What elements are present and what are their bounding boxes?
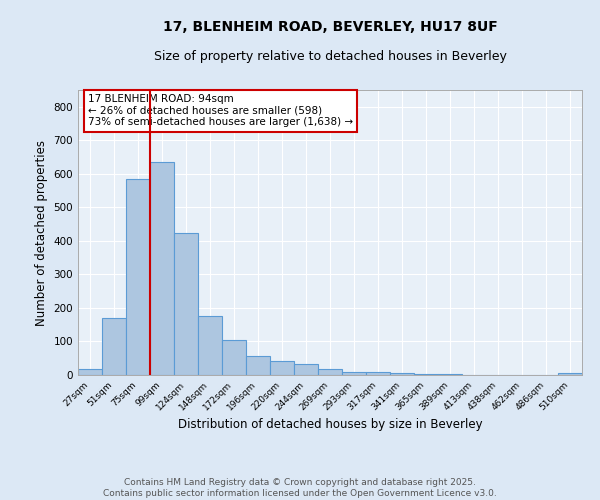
Text: Size of property relative to detached houses in Beverley: Size of property relative to detached ho… xyxy=(154,50,506,63)
Bar xyxy=(150,162,174,375)
X-axis label: Distribution of detached houses by size in Beverley: Distribution of detached houses by size … xyxy=(178,418,482,430)
Bar xyxy=(294,364,318,375)
Bar xyxy=(174,232,198,375)
Bar xyxy=(78,369,102,375)
Bar xyxy=(246,356,270,375)
Bar xyxy=(126,179,150,375)
Bar xyxy=(558,374,582,375)
Text: 17, BLENHEIM ROAD, BEVERLEY, HU17 8UF: 17, BLENHEIM ROAD, BEVERLEY, HU17 8UF xyxy=(163,20,497,34)
Bar xyxy=(390,374,414,375)
Bar xyxy=(102,318,126,375)
Bar xyxy=(270,361,294,375)
Bar xyxy=(366,372,390,375)
Bar xyxy=(414,374,438,375)
Bar xyxy=(198,316,222,375)
Bar xyxy=(318,370,342,375)
Bar xyxy=(438,374,462,375)
Bar xyxy=(222,340,246,375)
Text: 17 BLENHEIM ROAD: 94sqm
← 26% of detached houses are smaller (598)
73% of semi-d: 17 BLENHEIM ROAD: 94sqm ← 26% of detache… xyxy=(88,94,353,128)
Bar xyxy=(342,372,366,375)
Y-axis label: Number of detached properties: Number of detached properties xyxy=(35,140,48,326)
Text: Contains HM Land Registry data © Crown copyright and database right 2025.
Contai: Contains HM Land Registry data © Crown c… xyxy=(103,478,497,498)
